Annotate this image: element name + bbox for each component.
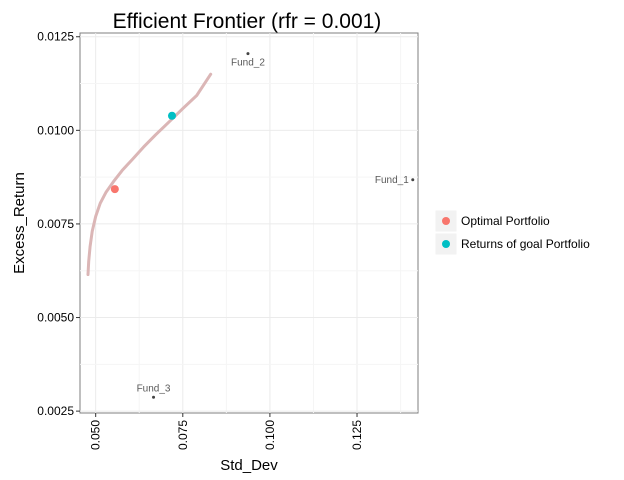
x-tick-label: 0.075 <box>176 420 190 450</box>
y-tick-label: 0.0125 <box>37 30 74 44</box>
fund-label: Fund_1 <box>375 175 409 186</box>
x-tick-label: 0.100 <box>263 420 277 450</box>
y-axis: 0.0025 0.0050 0.0075 0.0100 0.0125 <box>37 30 80 418</box>
legend-label: Returns of goal Portfolio <box>461 237 590 251</box>
x-axis-title: Std_Dev <box>220 457 278 474</box>
x-axis: 0.050 0.075 0.100 0.125 <box>89 413 364 450</box>
y-axis-title: Excess_Return <box>11 172 28 274</box>
fund-point <box>411 178 415 182</box>
legend-swatch <box>442 240 450 248</box>
fund-label: Fund_3 <box>137 383 171 394</box>
plot-panel <box>79 32 419 414</box>
chart-title: Efficient Frontier (rfr = 0.001) <box>113 10 382 33</box>
portfolio-point <box>110 185 119 194</box>
points-layer: Fund_1 Fund_2 Fund_3 <box>110 52 415 399</box>
legend-label: Optimal Portfolio <box>461 214 550 228</box>
y-tick-label: 0.0025 <box>37 404 74 418</box>
legend-swatch <box>442 217 450 225</box>
portfolio-point <box>167 111 176 120</box>
y-tick-label: 0.0100 <box>37 123 74 137</box>
fund-label: Fund_2 <box>231 58 265 69</box>
x-tick-label: 0.050 <box>89 420 103 450</box>
grid <box>80 33 418 413</box>
y-tick-label: 0.0075 <box>37 217 74 231</box>
y-tick-label: 0.0050 <box>37 311 74 325</box>
legend: Optimal Portfolio Returns of goal Portfol… <box>434 209 590 256</box>
fund-point <box>152 395 156 399</box>
fund-point <box>246 52 250 56</box>
x-tick-label: 0.125 <box>350 420 364 450</box>
